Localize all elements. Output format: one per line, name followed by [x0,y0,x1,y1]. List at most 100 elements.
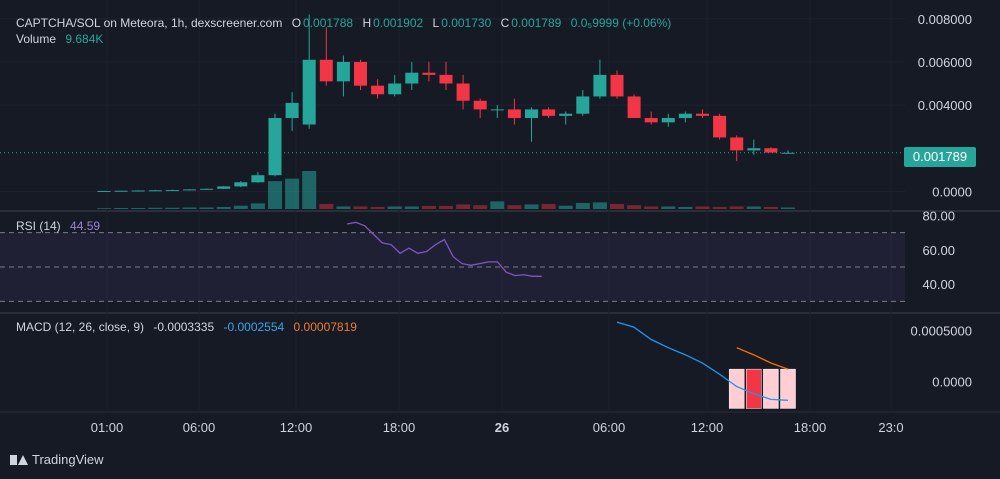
candle-body [405,72,419,84]
price-tick-label: 0.0000 [932,184,972,199]
volume-bar [439,205,453,209]
macd-histogram-bar [763,368,779,409]
candle-body [285,102,299,119]
volume-bar [387,206,402,209]
volume-bar [661,206,676,209]
ohlc-header: CAPTCHA/SOL on Meteora, 1h, dexscreener.… [16,16,673,30]
rsi-tick-label: 40.00 [922,277,955,292]
candle-body [302,59,316,125]
volume-bar [507,205,522,209]
tradingview-logo[interactable]: TradingView [10,452,104,467]
candle-body [97,190,111,192]
volume-bar [524,204,539,209]
volume-bar [763,206,778,209]
candle-body [593,74,607,97]
volume-bar [644,206,659,209]
time-tick-label: 06:00 [183,420,216,435]
candle-body [148,190,162,192]
candle-body [439,74,453,84]
volume-label: Volume [16,32,57,46]
candle-body [200,188,214,190]
volume-bar [592,202,607,209]
rsi-line [346,221,542,277]
time-tick-label: 12:00 [691,420,724,435]
macd-line [616,321,789,401]
volume-header: Volume 9.684K [16,32,105,46]
rsi-tick-label: 80.00 [922,208,955,223]
close-label: C [500,16,510,30]
candle-body [371,85,385,95]
volume-bar [319,203,334,209]
volume-bar [148,207,163,209]
volume-bar [97,208,111,209]
candle-body [268,118,282,176]
volume-bar [131,207,146,209]
candle-body [559,113,573,116]
rsi-label: RSI (14) [16,219,61,233]
volume-bar [370,206,385,209]
last-price-badge: 0.001789 [904,147,976,167]
high-label: H [362,16,372,30]
volume-value: 9.684K [65,32,104,46]
candle-body [542,109,556,116]
volume-bar [695,206,710,209]
macd-header: MACD (12, 26, close, 9) -0.0003335 -0.00… [16,320,359,334]
volume-bar [678,206,693,209]
candle-body [764,148,778,153]
candle-body [678,113,692,119]
tradingview-logo-icon [10,454,28,465]
volume-bar [404,206,419,209]
volume-bar [746,206,761,209]
candle-body [234,182,248,187]
low-label: L [432,16,440,30]
macd-histogram-bar [746,368,762,409]
volume-bar [541,203,556,209]
candle-body [354,61,367,86]
price-tick-label: 0.006000 [918,55,972,70]
close-value: 0.001789 [511,16,562,30]
high-value: 0.001902 [373,16,424,30]
candle-body [525,109,538,119]
time-tick-label: 01:00 [91,420,124,435]
candle-body [644,118,658,123]
macd-histogram-bar [780,368,796,409]
time-tick-label: 18:00 [794,420,827,435]
volume-bar [490,201,505,209]
volume-bar [473,205,488,209]
macd-signal-line [736,347,789,370]
volume-bar [712,206,727,209]
volume-bar [610,203,624,209]
macd-value: -0.0003335 [153,320,215,334]
volume-bar [729,206,744,209]
candle-body [507,109,521,119]
time-tick-label: 18:00 [383,420,416,435]
volume-bar [421,205,436,209]
volume-bar [558,205,573,209]
time-tick-label: 06:00 [593,420,626,435]
open-label: O [291,16,302,30]
volume-bar [182,207,197,209]
time-tick-label: 26 [495,420,509,435]
volume-bar [216,206,231,209]
candle-body [422,72,436,75]
candle-body [490,109,504,111]
candle-body [251,175,265,183]
volume-bar [250,203,265,209]
time-tick-label: 12:00 [280,420,313,435]
brand-label: TradingView [32,452,104,467]
volume-bar [199,207,214,209]
candle-body [217,186,231,189]
candle-body [183,189,196,191]
volume-bar [336,206,351,209]
volume-bar [285,178,300,209]
volume-bar [268,181,282,209]
rsi-tick-label: 60.00 [922,243,955,258]
volume-bar [302,171,317,209]
candle-body [576,96,590,114]
volume-bar [781,207,795,209]
volume-bar [114,207,129,209]
macd-histogram-bar [728,368,745,409]
candle-body [473,100,487,110]
